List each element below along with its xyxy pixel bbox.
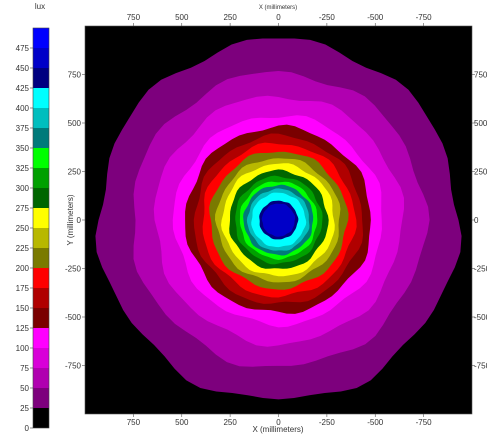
colorbar-band [33,348,49,368]
y-tick-label-right: -250 [474,265,487,274]
colorbar-tick-label: 275 [16,204,30,213]
colorbar: 0 25 50 75 100 125 150 175 200 225 250 275 300 325 350… [16,27,50,433]
x-tick-label-bottom: -250 [319,418,336,427]
colorbar-band [33,288,49,308]
colorbar-tick-label: 300 [16,184,30,193]
x-tick-label-top: 750 [127,13,141,22]
colorbar-tick-label: 425 [16,84,30,93]
x-tick-label-top: -750 [416,13,433,22]
colorbar-tick-label: 350 [16,144,30,153]
colorbar-unit-label: lux [35,2,45,11]
x-tick-label-top: -250 [319,13,336,22]
y-tick-label-left: -750 [65,362,82,371]
y-tick-label-right: 750 [474,71,487,80]
y-tick-label-right: -750 [474,362,487,371]
axes: 750 750 500 500 250 250 0 0 -250 -250 -500 -500 -750… [65,13,487,427]
colorbar-band [33,68,49,88]
x-axis-label: X (millimeters) [252,425,303,434]
colorbar-band [33,228,49,248]
y-tick-label-left: -250 [65,265,82,274]
colorbar-tick-label: 225 [16,244,30,253]
y-tick-label-left: 500 [68,119,82,128]
colorbar-tick-label: 125 [16,324,30,333]
x-tick-label-bottom: 500 [175,418,189,427]
colorbar-tick-label: 0 [25,424,30,433]
colorbar-band [33,48,49,68]
colorbar-tick-label: 50 [20,384,29,393]
colorbar-band [33,88,49,108]
colorbar-band [33,268,49,288]
colorbar-band [33,308,49,328]
x-tick-label-top: 500 [175,13,189,22]
colorbar-band [33,208,49,228]
x-tick-label-bottom: 250 [223,418,237,427]
colorbar-band [33,408,49,428]
colorbar-tick-label: 200 [16,264,30,273]
colorbar-band [33,388,49,408]
colorbar-band [33,168,49,188]
colorbar-tick-label: 25 [20,404,29,413]
colorbar-tick-label: 75 [20,364,29,373]
colorbar-band [33,148,49,168]
y-tick-label-right: 250 [474,168,487,177]
colorbar-band [33,128,49,148]
colorbar-band [33,188,49,208]
colorbar-tick-label: 475 [16,44,30,53]
colorbar-tick-label: 250 [16,224,30,233]
colorbar-tick-label: 150 [16,304,30,313]
x-tick-label-top: 0 [276,13,281,22]
colorbar-tick-label: 450 [16,64,30,73]
colorbar-band [33,28,49,48]
y-tick-label-left: 0 [77,216,82,225]
colorbar-tick-label: 175 [16,284,30,293]
colorbar-band [33,248,49,268]
y-axis-label: Y (millimeters) [66,194,75,245]
top-axis-label: X (millimeters) [259,5,297,11]
contour-bands [95,38,462,400]
x-tick-label-bottom: 750 [127,418,141,427]
colorbar-tick-label: 400 [16,104,30,113]
y-tick-label-right: 0 [474,216,479,225]
x-tick-label-top: 250 [223,13,237,22]
x-tick-label-bottom: 0 [276,418,281,427]
x-tick-label-bottom: -750 [416,418,433,427]
y-tick-label-right: 500 [474,119,487,128]
y-tick-label-left: 750 [68,71,82,80]
x-tick-label-top: -500 [367,13,384,22]
colorbar-tick-label: 325 [16,164,30,173]
contour-band [261,203,296,237]
colorbar-tick-label: 100 [16,344,30,353]
colorbar-band [33,328,49,348]
x-tick-label-bottom: -500 [367,418,384,427]
y-tick-label-left: 250 [68,168,82,177]
colorbar-band [33,108,49,128]
y-tick-label-left: -500 [65,313,82,322]
y-tick-label-right: -500 [474,313,487,322]
colorbar-tick-label: 375 [16,124,30,133]
colorbar-band [33,368,49,388]
